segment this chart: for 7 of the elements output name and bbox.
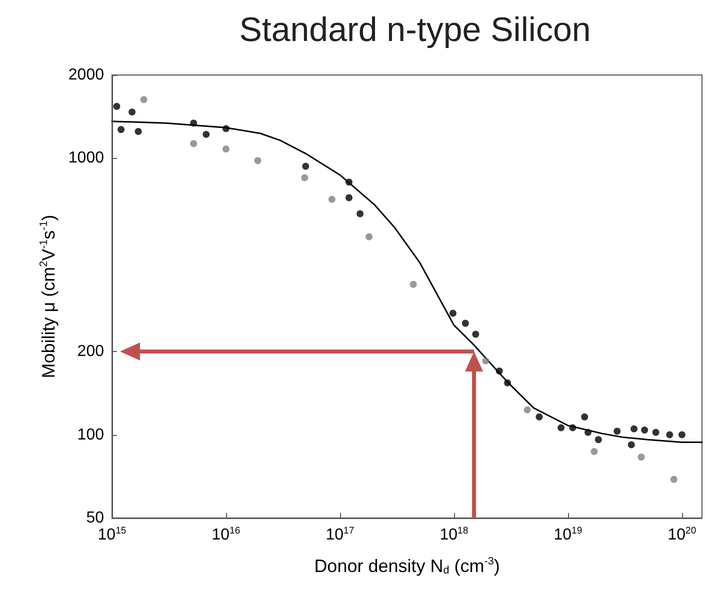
y-tick-label: 200 bbox=[77, 343, 104, 360]
y-tick-label: 100 bbox=[77, 426, 104, 444]
y-tick-label: 2000 bbox=[68, 66, 104, 84]
y-tick-label: 1000 bbox=[68, 150, 104, 167]
y-tick-label: 50 bbox=[86, 510, 104, 526]
y-axis-title: Mobility μ (cm2V-1s-1) bbox=[38, 214, 59, 378]
chart-title: Standard n-type Silicon bbox=[239, 11, 591, 49]
